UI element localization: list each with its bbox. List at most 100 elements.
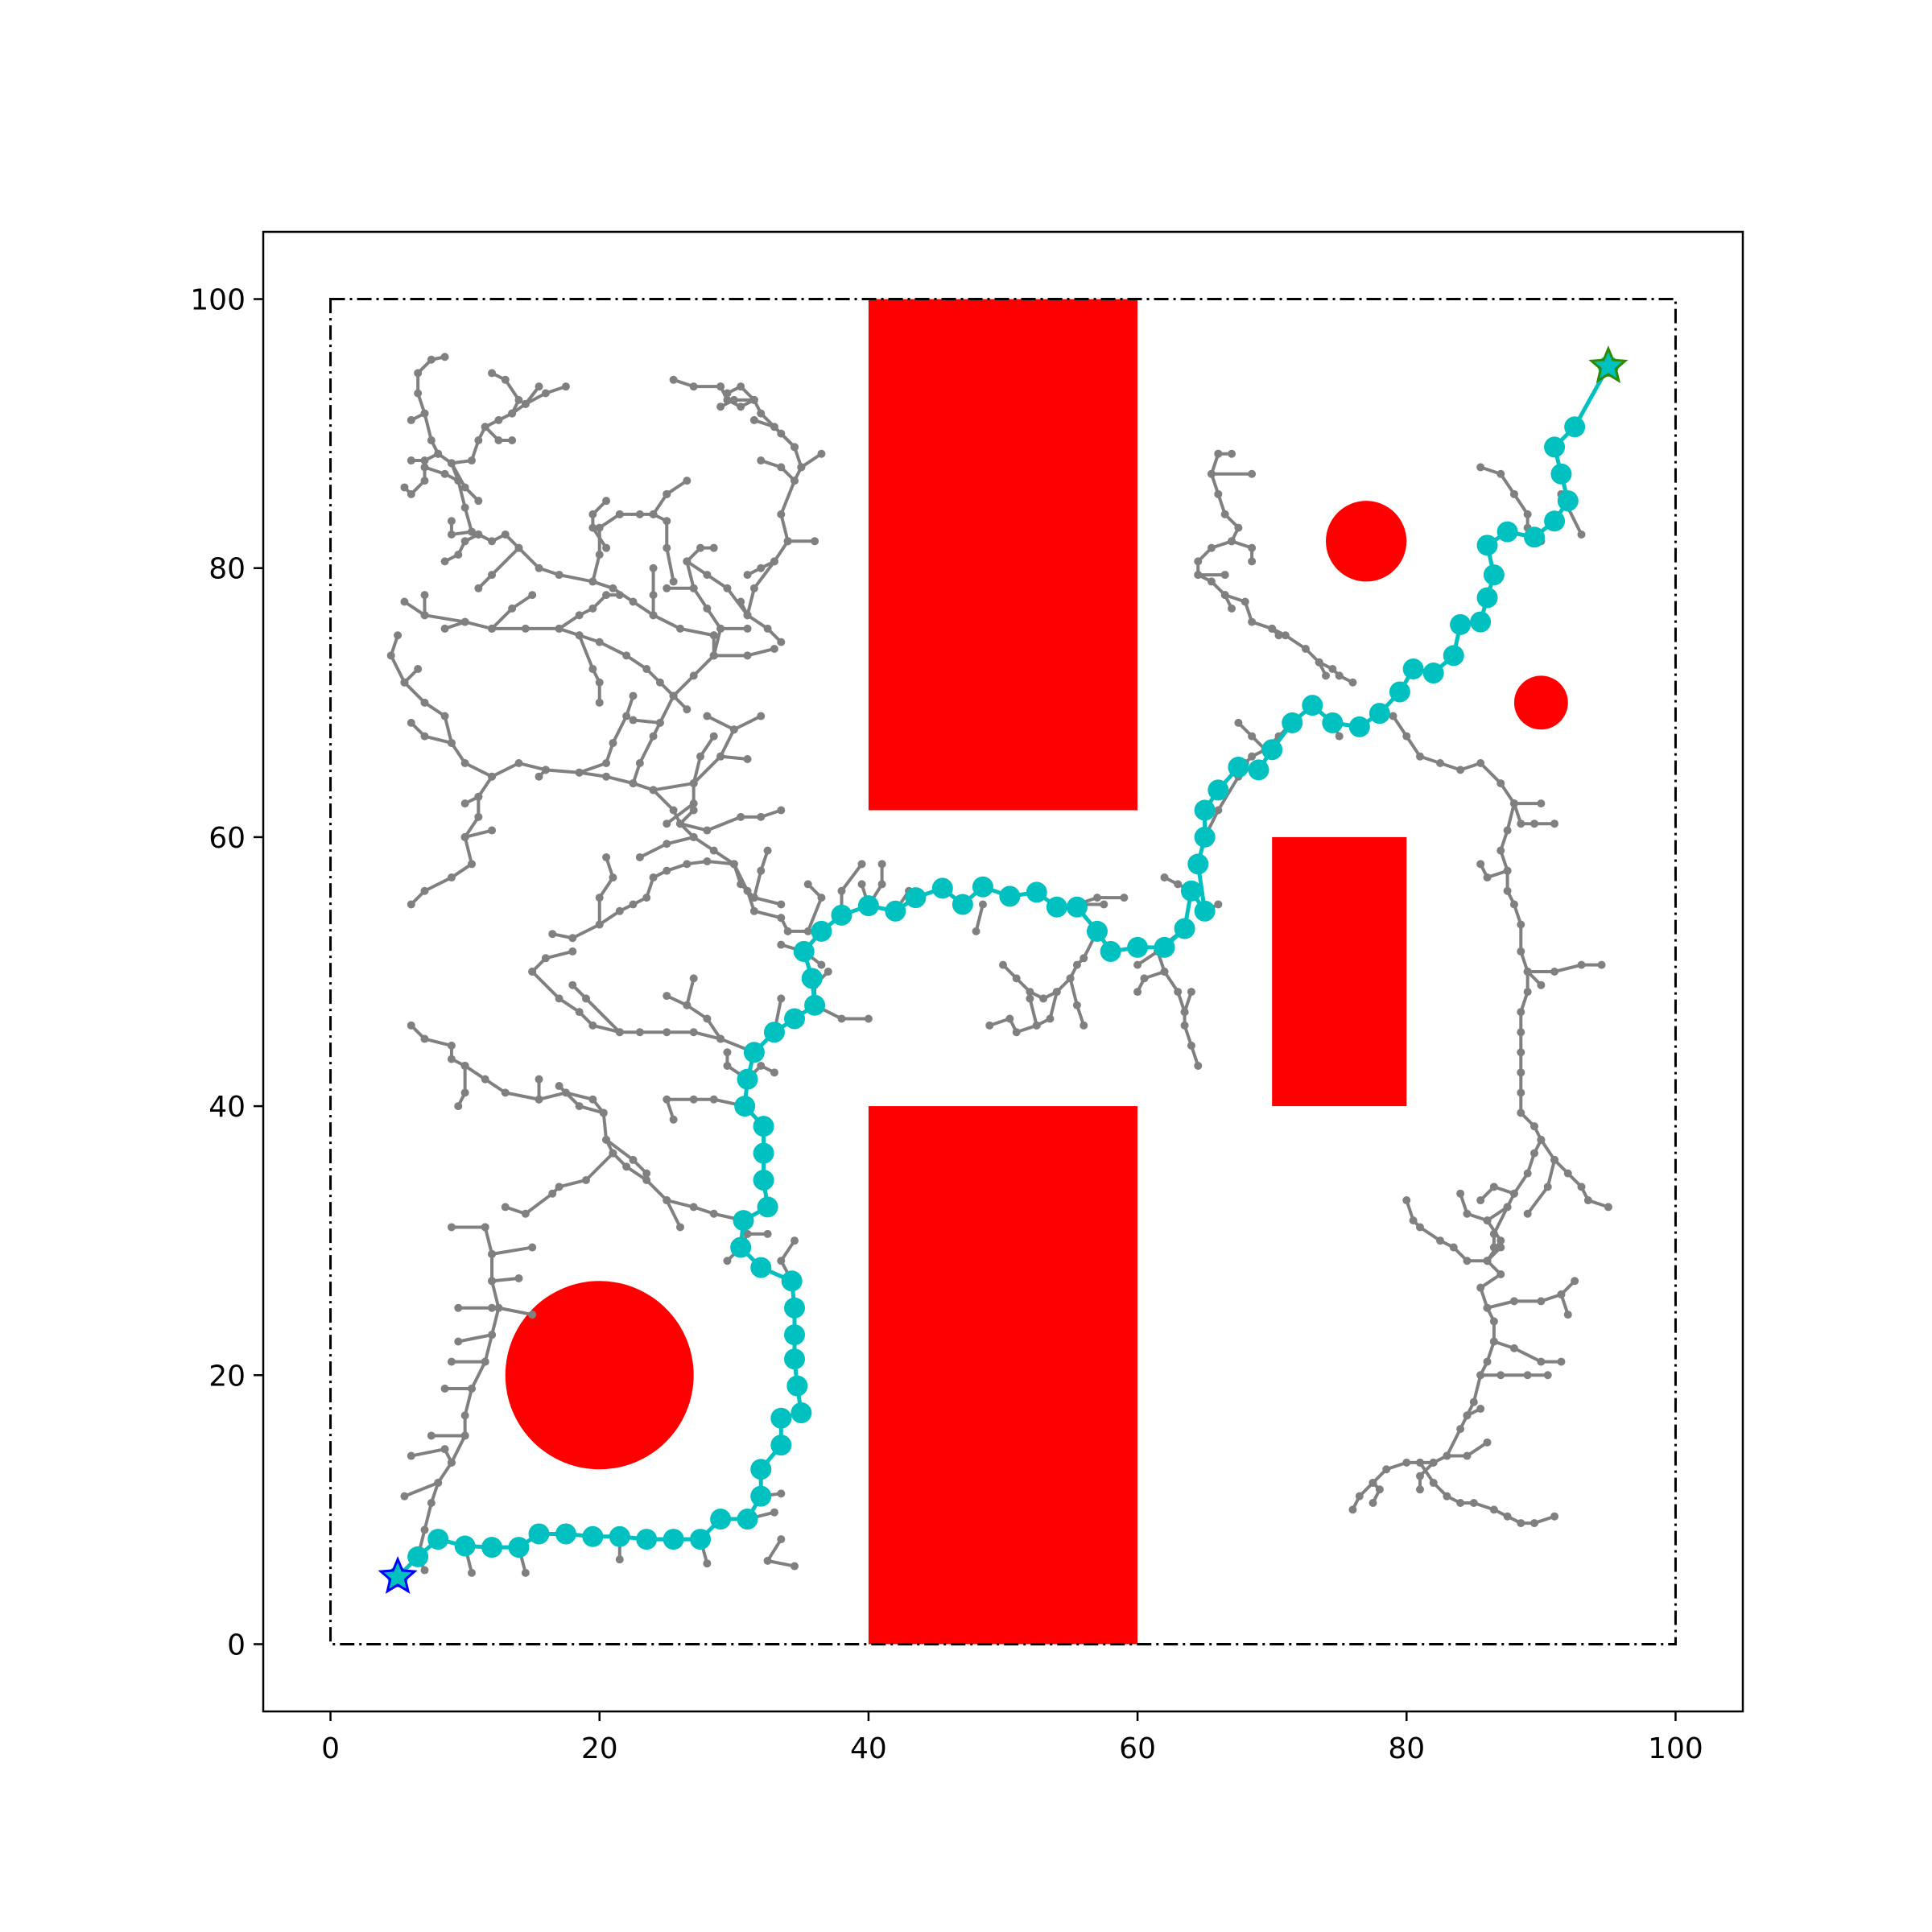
tree-node	[709, 732, 718, 741]
path-node-34	[743, 1042, 765, 1063]
tree-node	[696, 752, 705, 761]
tree-node	[561, 382, 570, 391]
tree-node	[1039, 994, 1048, 1003]
tree-branch-34	[666, 994, 722, 1040]
tree-node	[460, 799, 469, 808]
tree-node	[588, 604, 597, 613]
tree-branch-79	[591, 499, 608, 549]
obstacle-circle-0	[505, 1281, 694, 1470]
path-node-84	[1550, 463, 1572, 485]
tree-node	[460, 759, 469, 768]
tree-node	[568, 947, 577, 956]
tree-node	[791, 443, 799, 452]
path-node-63	[1228, 757, 1249, 778]
path-node-69	[1348, 716, 1370, 737]
tree-branch-151	[1136, 950, 1159, 967]
tree-node	[1489, 1243, 1498, 1252]
tree-node	[460, 1411, 469, 1420]
tree-branch-41	[538, 768, 822, 933]
tree-node	[1503, 1512, 1512, 1521]
tree-node	[420, 591, 429, 600]
tree-node	[447, 459, 456, 468]
path-node-46	[952, 894, 973, 915]
tree-node	[420, 886, 429, 895]
tree-node	[528, 591, 537, 600]
tree-node	[407, 900, 415, 909]
tree-node	[460, 1061, 469, 1070]
tree-node	[1463, 1209, 1472, 1218]
tree-node	[716, 1034, 725, 1043]
tree-node	[683, 705, 691, 714]
tree-node	[629, 900, 638, 909]
tree-node	[1214, 489, 1223, 498]
tree-branch-29	[665, 1199, 682, 1228]
tree-node	[400, 678, 409, 687]
path-node-78	[1483, 564, 1505, 586]
tree-node	[655, 718, 664, 727]
tree-node	[1214, 449, 1223, 458]
tree-node	[1483, 873, 1492, 882]
tree-node	[474, 584, 483, 592]
tree-node	[1496, 1371, 1505, 1380]
tree-node	[420, 1034, 429, 1043]
tree-node	[737, 382, 745, 391]
y-tick-label: 20	[208, 1360, 246, 1393]
path-node-4	[481, 1537, 503, 1558]
path-node-7	[555, 1523, 576, 1545]
tree-node	[488, 772, 497, 781]
path-node-45	[931, 877, 953, 899]
tree-node	[1557, 1290, 1566, 1299]
tree-node	[1563, 1169, 1572, 1178]
tree-node	[440, 712, 449, 720]
tree-branch-1	[403, 1481, 439, 1498]
tree-node	[481, 1223, 489, 1232]
tree-node	[1557, 1357, 1566, 1366]
tree-node	[1180, 1021, 1189, 1030]
tree-node	[602, 543, 611, 552]
tree-node	[1322, 671, 1331, 680]
tree-node	[723, 1048, 732, 1057]
tree-node	[1402, 1196, 1411, 1205]
tree-node	[689, 1203, 698, 1212]
tree-node	[1537, 980, 1546, 989]
path-node-81	[1524, 526, 1546, 548]
tree-node	[555, 1082, 564, 1091]
tree-node	[1503, 1203, 1512, 1212]
tree-node	[1523, 1169, 1532, 1178]
tree-node	[1220, 510, 1229, 518]
tree-node	[729, 395, 738, 404]
tree-node	[467, 860, 476, 869]
tree-node	[1509, 489, 1518, 498]
tree-node	[635, 852, 644, 861]
tree-node	[649, 873, 658, 882]
tree-node	[575, 611, 584, 620]
path-node-42	[857, 895, 879, 917]
tree-node	[1571, 1277, 1579, 1286]
tree-branch-69	[577, 634, 601, 703]
tree-node	[1517, 947, 1525, 956]
tree-node	[777, 638, 786, 646]
tree-node	[972, 927, 980, 935]
path-node-43	[885, 900, 906, 922]
tree-branch-93	[444, 533, 480, 564]
tree-node	[749, 395, 758, 404]
tree-node	[575, 631, 584, 640]
tree-node	[447, 1458, 456, 1467]
tree-node	[474, 436, 483, 444]
path-node-59	[1187, 853, 1209, 875]
tree-node	[460, 1088, 469, 1097]
tree-node	[407, 415, 415, 424]
tree-node	[535, 564, 543, 572]
path-node-15	[750, 1485, 772, 1507]
tree-node	[791, 477, 799, 485]
tree-node	[447, 738, 456, 747]
tree-branch-32	[530, 970, 755, 1055]
tree-node	[494, 415, 503, 424]
tree-node	[602, 852, 611, 861]
tree-node	[447, 1041, 456, 1050]
tree-node	[1503, 866, 1512, 875]
path-node-38	[801, 968, 823, 989]
tree-node	[1517, 1008, 1525, 1017]
tree-node	[1335, 732, 1344, 741]
tree-node	[454, 1303, 463, 1312]
